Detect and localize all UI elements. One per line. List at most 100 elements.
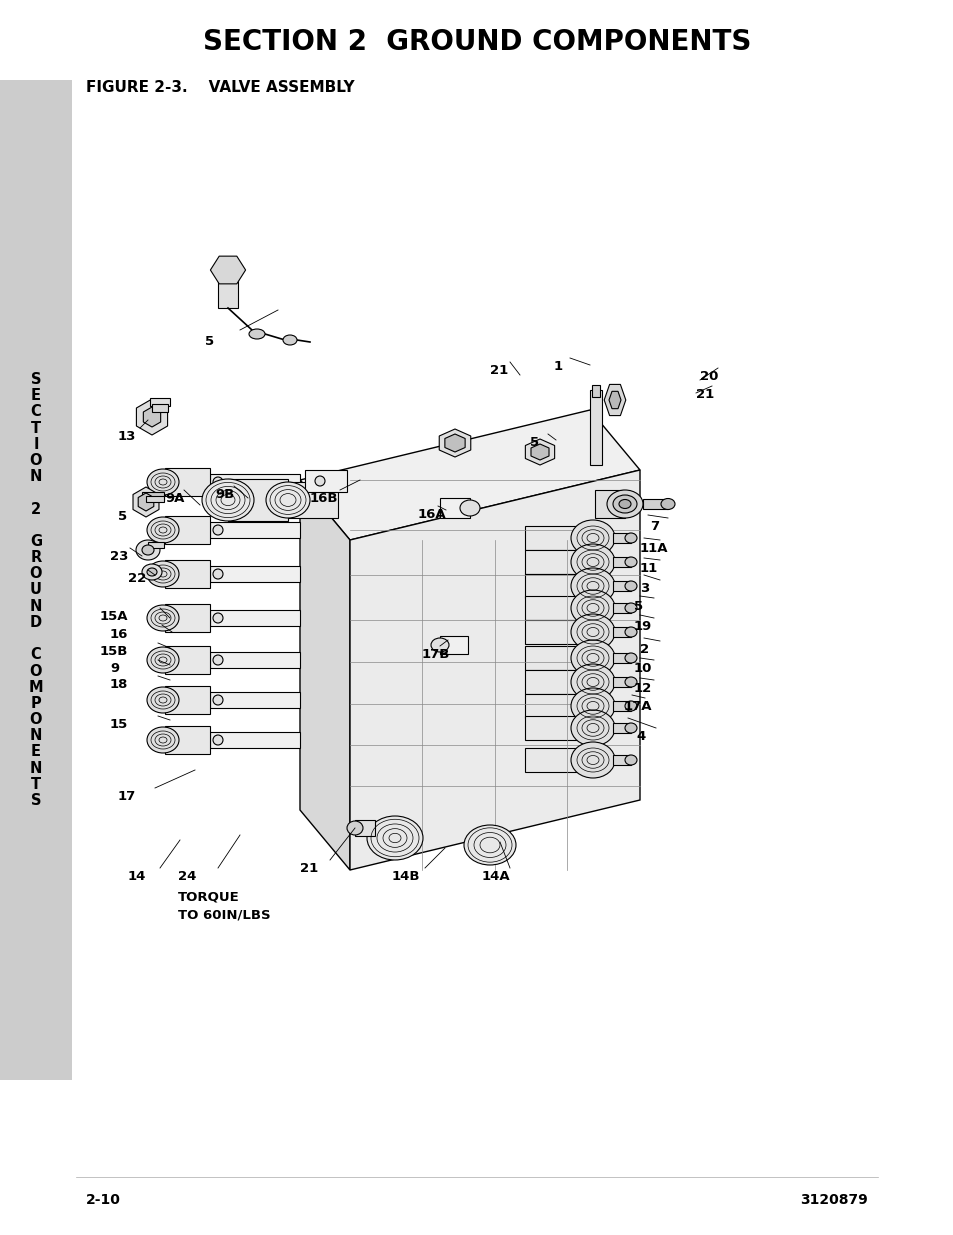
- Text: 14A: 14A: [481, 869, 510, 883]
- Text: 3120879: 3120879: [800, 1193, 867, 1207]
- Bar: [595, 490, 624, 517]
- Text: 11: 11: [639, 562, 658, 576]
- Text: 23: 23: [110, 550, 129, 563]
- Ellipse shape: [624, 580, 637, 592]
- Bar: [613, 722, 630, 734]
- Ellipse shape: [624, 701, 637, 711]
- Ellipse shape: [606, 490, 642, 517]
- Bar: [439, 636, 468, 655]
- Bar: [524, 694, 579, 718]
- Text: 24: 24: [178, 869, 196, 883]
- Text: 13: 13: [118, 430, 136, 443]
- Bar: [210, 692, 299, 708]
- Polygon shape: [444, 433, 465, 452]
- Ellipse shape: [571, 520, 615, 556]
- Ellipse shape: [142, 564, 162, 580]
- Bar: [613, 534, 630, 543]
- Ellipse shape: [660, 499, 675, 510]
- Ellipse shape: [147, 647, 179, 673]
- Ellipse shape: [571, 710, 615, 746]
- Ellipse shape: [142, 545, 153, 555]
- Polygon shape: [132, 487, 159, 517]
- Text: TORQUE: TORQUE: [178, 890, 239, 903]
- Bar: [150, 398, 170, 406]
- Bar: [613, 701, 630, 711]
- Text: 15: 15: [110, 718, 128, 731]
- Circle shape: [213, 655, 223, 664]
- Ellipse shape: [571, 664, 615, 700]
- Ellipse shape: [266, 482, 310, 517]
- Bar: [439, 498, 470, 517]
- Text: 19: 19: [634, 620, 652, 634]
- Ellipse shape: [618, 499, 630, 509]
- Text: 5: 5: [634, 600, 642, 613]
- Bar: [613, 580, 630, 592]
- Bar: [613, 627, 630, 637]
- Polygon shape: [438, 429, 470, 457]
- Ellipse shape: [571, 590, 615, 626]
- Bar: [165, 726, 210, 755]
- Bar: [210, 610, 299, 626]
- Polygon shape: [136, 399, 168, 435]
- Bar: [613, 755, 630, 764]
- Bar: [305, 471, 347, 492]
- Text: 22: 22: [128, 572, 146, 585]
- Ellipse shape: [202, 479, 253, 521]
- Text: 9B: 9B: [214, 488, 234, 501]
- Ellipse shape: [459, 500, 479, 516]
- Ellipse shape: [613, 495, 637, 513]
- Bar: [165, 646, 210, 674]
- Text: 5: 5: [205, 335, 213, 348]
- Bar: [152, 404, 168, 412]
- Polygon shape: [211, 256, 245, 284]
- Polygon shape: [525, 438, 554, 466]
- Bar: [228, 479, 288, 521]
- Text: 5: 5: [530, 436, 538, 450]
- Ellipse shape: [283, 335, 296, 345]
- Bar: [524, 646, 579, 671]
- Bar: [142, 492, 164, 500]
- Text: 17B: 17B: [421, 648, 450, 661]
- Ellipse shape: [571, 543, 615, 580]
- Bar: [524, 620, 579, 643]
- Polygon shape: [603, 384, 625, 416]
- Text: 18: 18: [110, 678, 129, 692]
- Text: 15B: 15B: [100, 645, 129, 658]
- Circle shape: [314, 475, 325, 487]
- Text: 21: 21: [490, 364, 508, 377]
- Bar: [613, 677, 630, 687]
- Bar: [165, 559, 210, 588]
- Bar: [210, 474, 299, 490]
- Ellipse shape: [624, 603, 637, 613]
- Bar: [524, 597, 579, 620]
- Ellipse shape: [147, 517, 179, 543]
- Bar: [524, 716, 579, 740]
- Ellipse shape: [147, 568, 157, 576]
- Text: 9: 9: [110, 662, 119, 676]
- Ellipse shape: [431, 638, 449, 652]
- Text: 21: 21: [299, 862, 318, 876]
- Bar: [288, 482, 337, 517]
- Text: TO 60IN/LBS: TO 60IN/LBS: [178, 908, 271, 921]
- Text: S
E
C
T
I
O
N
 
2
 
G
R
O
U
N
D
 
C
O
M
P
O
N
E
N
T
S: S E C T I O N 2 G R O U N D C O M P O N …: [29, 372, 43, 808]
- Bar: [210, 652, 299, 668]
- Text: 12: 12: [634, 682, 652, 695]
- Bar: [165, 468, 210, 496]
- Text: 10: 10: [634, 662, 652, 676]
- Text: FIGURE 2-3.    VALVE ASSEMBLY: FIGURE 2-3. VALVE ASSEMBLY: [86, 80, 355, 95]
- Polygon shape: [608, 391, 620, 409]
- Text: 21: 21: [696, 388, 714, 401]
- Ellipse shape: [147, 727, 179, 753]
- Text: 17: 17: [118, 790, 136, 803]
- Polygon shape: [350, 471, 639, 869]
- Bar: [524, 748, 579, 772]
- Bar: [524, 550, 579, 574]
- Bar: [613, 653, 630, 663]
- Text: 3: 3: [639, 582, 649, 595]
- Text: 14B: 14B: [392, 869, 420, 883]
- Polygon shape: [143, 408, 160, 427]
- Ellipse shape: [624, 534, 637, 543]
- Bar: [355, 820, 375, 836]
- Bar: [613, 557, 630, 567]
- Bar: [524, 671, 579, 694]
